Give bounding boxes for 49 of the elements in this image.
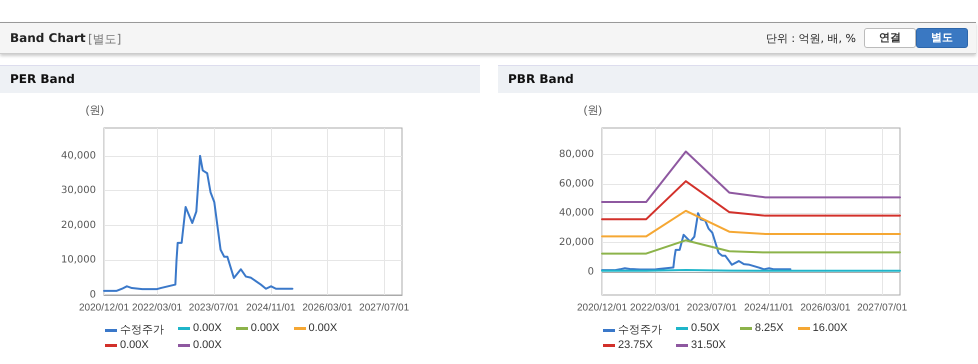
y-tick-label: 40,000: [61, 150, 96, 162]
chart-title: PER Band: [0, 65, 480, 93]
line-series: [601, 210, 901, 238]
y-tick-label: 10,000: [61, 254, 96, 266]
y-tick-label: 0: [588, 266, 594, 278]
chart-title: PBR Band: [498, 65, 978, 93]
legend-label: 0.00X: [192, 339, 222, 351]
line-series: [601, 180, 901, 220]
legend-label: 23.75X: [617, 339, 654, 351]
x-tick-label: 2027/07/01: [359, 302, 410, 314]
x-tick-label: 2026/03/01: [302, 302, 353, 314]
line-series: [601, 239, 901, 255]
y-tick-label: 20,000: [61, 220, 96, 231]
text: 별도: [916, 28, 968, 48]
y-tick-label: 0: [90, 290, 96, 300]
x-tick-label: 2023/07/01: [188, 302, 240, 314]
x-tick-label: 2024/11/01: [246, 302, 296, 314]
y-tick-label: 40,000: [559, 208, 594, 219]
y-tick-label: 30,000: [61, 185, 96, 196]
legend-label: 수정주가: [617, 323, 662, 337]
text: Band Chart: [10, 31, 86, 45]
x-tick-label: 2027/07/01: [857, 302, 908, 314]
y-axis-title: (원): [86, 104, 104, 116]
y-tick-label: 80,000: [559, 148, 594, 160]
legend-label: 31.50X: [690, 339, 726, 351]
y-tick-label: 60,000: [559, 178, 594, 190]
legend-label: 8.25X: [754, 322, 784, 336]
x-tick-label: 2023/07/01: [686, 302, 738, 314]
legend-label: 0.00X: [192, 322, 222, 336]
x-tick-label: 2020/12/01: [576, 302, 628, 314]
text: [별도]: [88, 31, 122, 48]
line-series: [601, 150, 901, 204]
legend-label: 0.50X: [690, 322, 721, 336]
line-series: [601, 212, 792, 272]
x-tick-label: 2022/03/01: [132, 302, 183, 314]
x-tick-label: 2020/12/01: [78, 302, 130, 314]
legend-label: 16.00X: [812, 322, 848, 336]
legend-label: 0.00X: [119, 339, 150, 351]
y-axis-title: (원): [584, 104, 602, 116]
line-series: [103, 154, 294, 292]
legend-label: 0.00X: [308, 322, 338, 336]
text: 연결: [864, 28, 916, 48]
y-tick-label: 20,000: [559, 237, 594, 248]
x-tick-label: 2022/03/01: [630, 302, 681, 314]
x-tick-label: 2024/11/01: [744, 302, 794, 314]
legend-label: 수정주가: [119, 323, 164, 337]
x-tick-label: 2026/03/01: [800, 302, 851, 314]
legend-label: 0.00X: [250, 322, 280, 336]
text: 단위 : 억원, 배, %: [766, 31, 856, 46]
